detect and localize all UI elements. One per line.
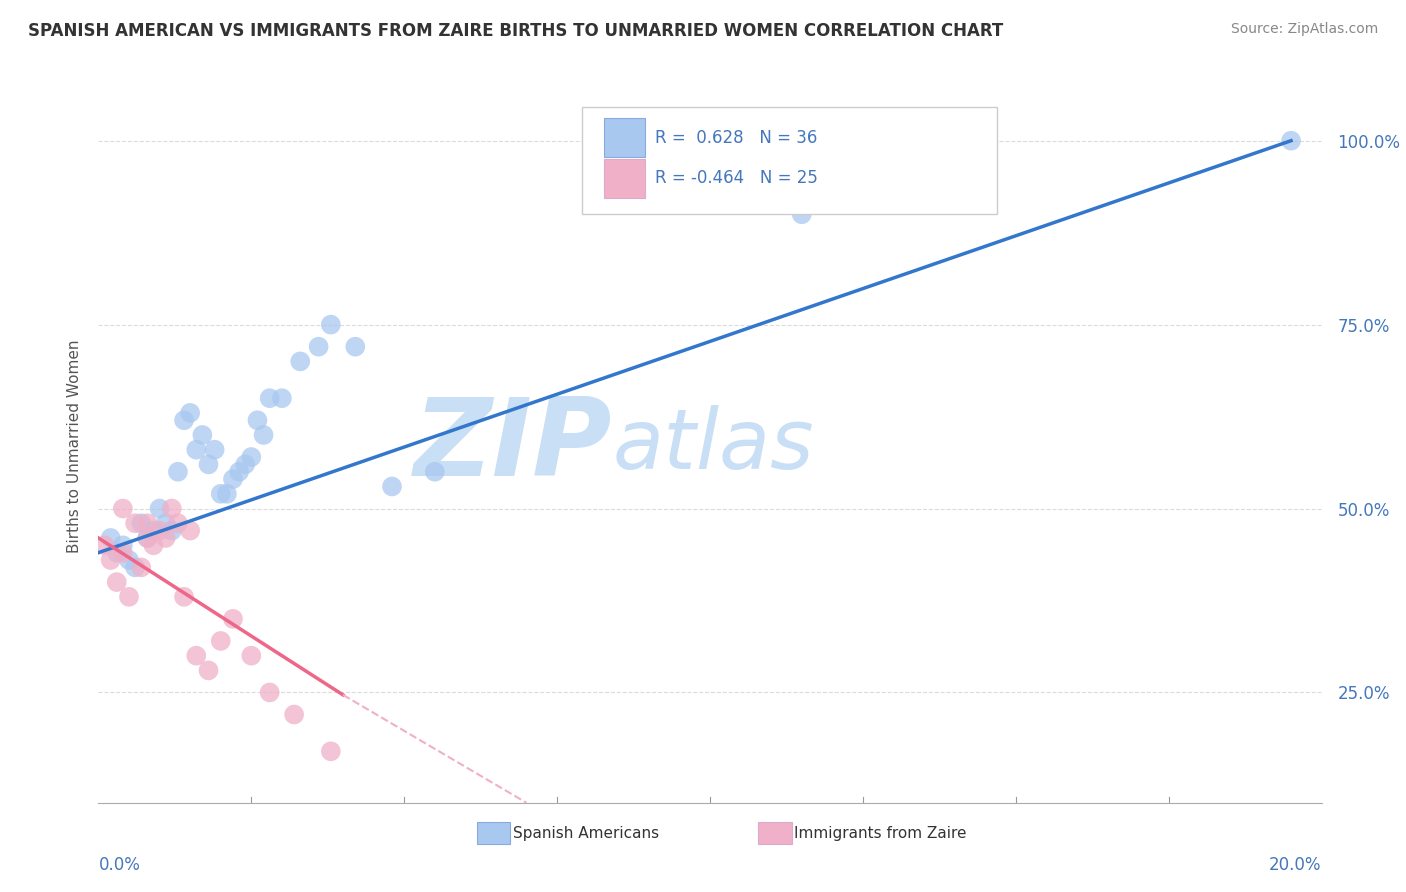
- Point: [222, 612, 245, 626]
- Point: [142, 538, 165, 552]
- Text: SPANISH AMERICAN VS IMMIGRANTS FROM ZAIRE BIRTHS TO UNMARRIED WOMEN CORRELATION : SPANISH AMERICAN VS IMMIGRANTS FROM ZAIR…: [28, 22, 1004, 40]
- Point: [204, 442, 226, 457]
- Point: [233, 458, 256, 472]
- Y-axis label: Births to Unmarried Women: Births to Unmarried Women: [66, 339, 82, 553]
- Point: [100, 553, 122, 567]
- Point: [167, 516, 190, 531]
- Point: [240, 648, 263, 663]
- Point: [319, 744, 342, 758]
- Text: 0.0%: 0.0%: [98, 856, 141, 874]
- Point: [240, 450, 263, 464]
- Text: ZIP: ZIP: [413, 393, 612, 499]
- Point: [173, 413, 195, 427]
- Point: [173, 590, 195, 604]
- Point: [186, 442, 208, 457]
- Point: [308, 340, 330, 354]
- Point: [191, 428, 214, 442]
- Point: [270, 391, 294, 405]
- Point: [149, 501, 172, 516]
- Point: [197, 664, 219, 678]
- Point: [197, 458, 219, 472]
- Point: [222, 472, 245, 486]
- Point: [209, 487, 232, 501]
- Point: [290, 354, 312, 368]
- Point: [111, 546, 134, 560]
- Text: Spanish Americans: Spanish Americans: [513, 826, 659, 840]
- Point: [186, 648, 208, 663]
- Point: [381, 479, 404, 493]
- Point: [283, 707, 305, 722]
- Point: [118, 590, 141, 604]
- Point: [246, 413, 269, 427]
- Point: [167, 465, 190, 479]
- Text: Immigrants from Zaire: Immigrants from Zaire: [794, 826, 967, 840]
- Point: [129, 516, 152, 531]
- FancyBboxPatch shape: [582, 107, 997, 214]
- Point: [136, 531, 159, 545]
- Point: [129, 560, 152, 574]
- Point: [111, 538, 134, 552]
- Text: atlas: atlas: [612, 406, 814, 486]
- Point: [228, 465, 250, 479]
- Point: [124, 560, 146, 574]
- Text: R = -0.464   N = 25: R = -0.464 N = 25: [655, 169, 818, 187]
- Text: 20.0%: 20.0%: [1270, 856, 1322, 874]
- Point: [136, 531, 159, 545]
- FancyBboxPatch shape: [603, 159, 645, 198]
- Point: [136, 516, 159, 531]
- Point: [209, 634, 232, 648]
- Point: [259, 391, 281, 405]
- Point: [160, 524, 183, 538]
- Point: [319, 318, 342, 332]
- Point: [155, 516, 177, 531]
- Point: [93, 538, 115, 552]
- Point: [1279, 134, 1302, 148]
- Point: [179, 524, 201, 538]
- Text: Source: ZipAtlas.com: Source: ZipAtlas.com: [1230, 22, 1378, 37]
- Point: [423, 465, 446, 479]
- Point: [149, 524, 172, 538]
- Point: [105, 546, 128, 560]
- Point: [259, 685, 281, 699]
- Point: [155, 531, 177, 545]
- FancyBboxPatch shape: [603, 119, 645, 157]
- Point: [344, 340, 367, 354]
- Point: [142, 524, 165, 538]
- Point: [179, 406, 201, 420]
- Point: [160, 501, 183, 516]
- Point: [105, 575, 128, 590]
- Point: [118, 553, 141, 567]
- Point: [100, 531, 122, 545]
- Point: [215, 487, 238, 501]
- Point: [790, 207, 813, 221]
- Point: [252, 428, 274, 442]
- Text: R =  0.628   N = 36: R = 0.628 N = 36: [655, 128, 817, 146]
- Point: [124, 516, 146, 531]
- Point: [111, 501, 134, 516]
